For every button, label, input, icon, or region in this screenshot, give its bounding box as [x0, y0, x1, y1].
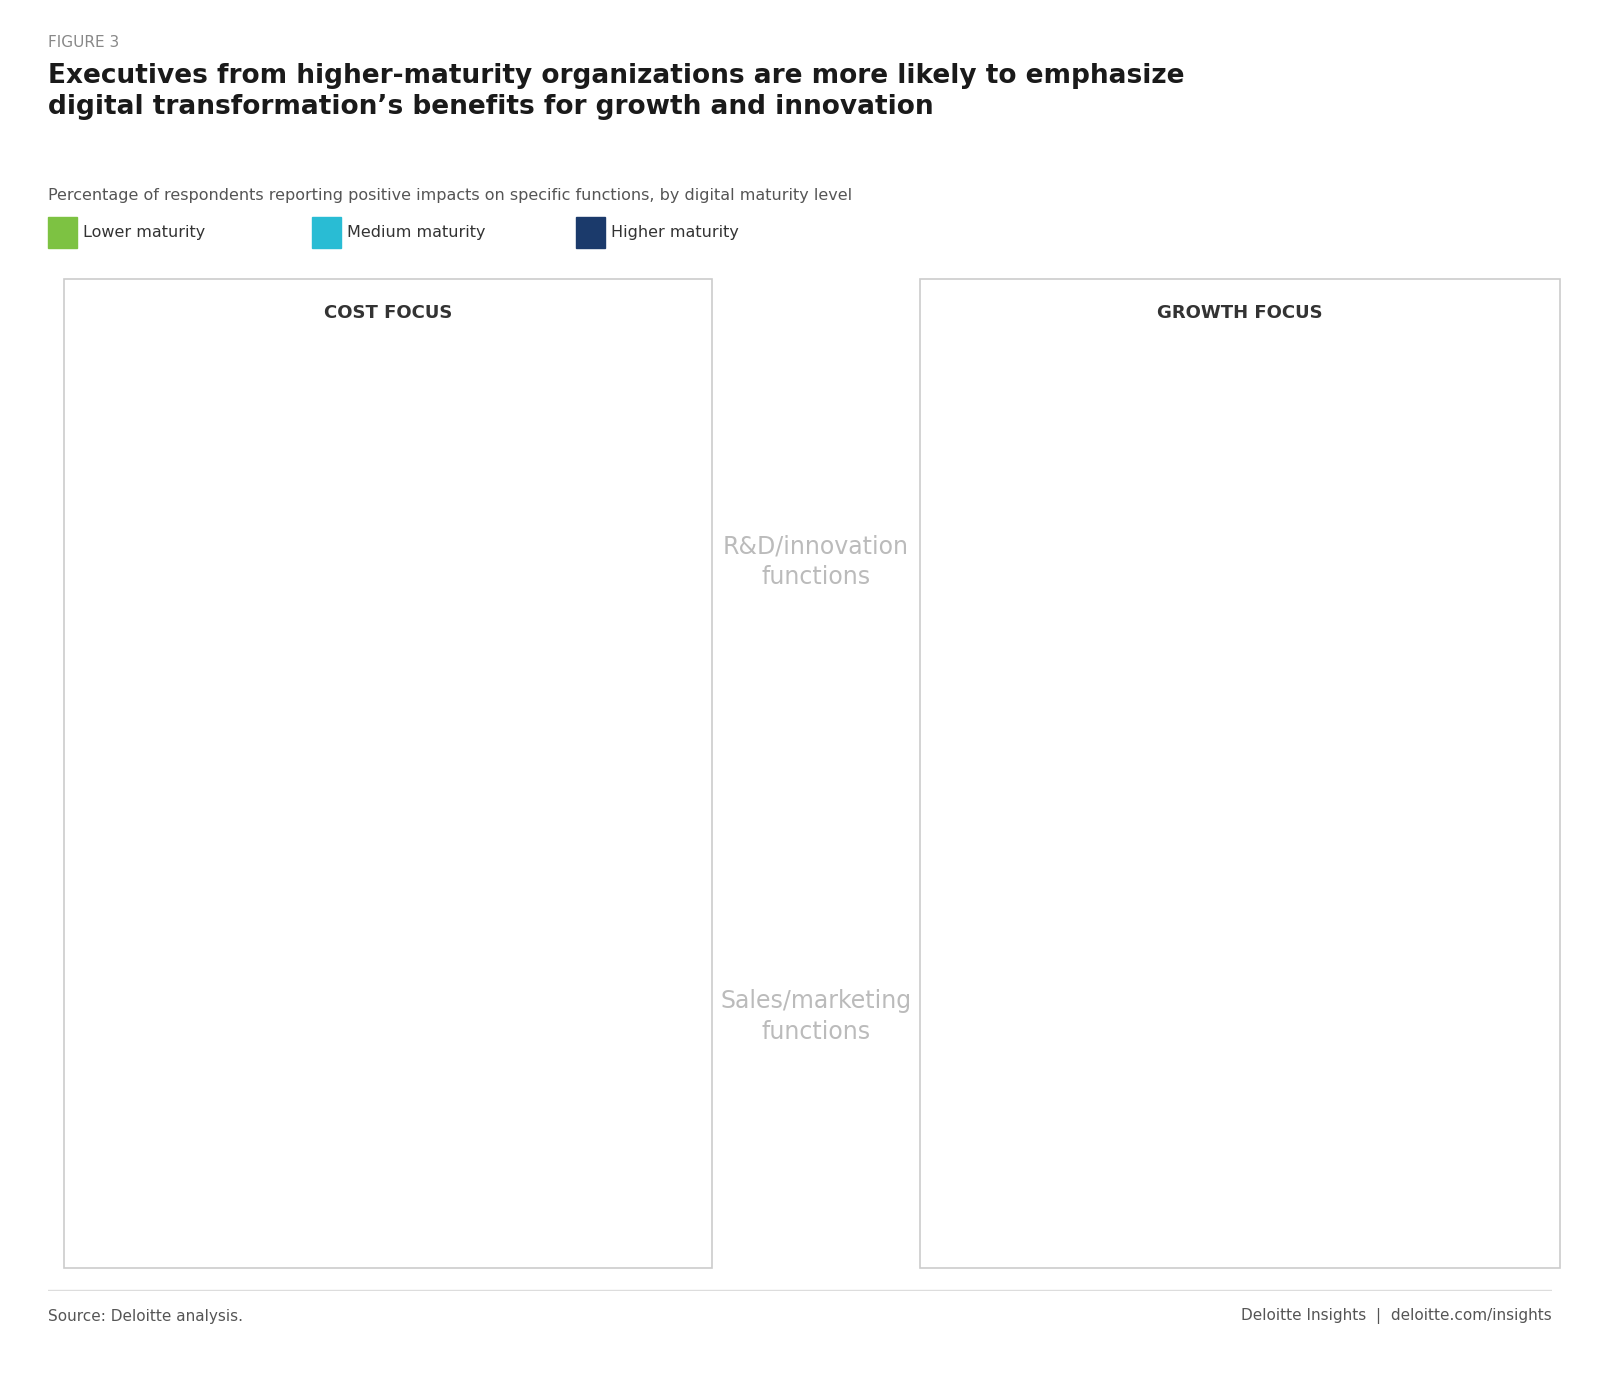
Bar — [389, 1100, 488, 1155]
Text: FIGURE 3: FIGURE 3 — [48, 35, 120, 50]
Bar — [278, 603, 378, 701]
Text: 30%: 30% — [202, 500, 232, 514]
Text: Source: Deloitte analysis.: Source: Deloitte analysis. — [48, 1309, 243, 1323]
Bar — [1240, 905, 1338, 1155]
Text: Deloitte Insights  |  deloitte.com/insights: Deloitte Insights | deloitte.com/insight… — [1242, 1308, 1552, 1325]
Bar — [1131, 542, 1229, 701]
Text: 9%: 9% — [427, 1082, 450, 1096]
Text: 25%: 25% — [1165, 985, 1195, 999]
Text: 41%: 41% — [1274, 887, 1304, 901]
Bar — [1240, 524, 1338, 701]
Text: Percentage of respondents reporting positive impacts on specific functions, by d: Percentage of respondents reporting posi… — [48, 188, 853, 203]
Text: 29%: 29% — [1274, 506, 1304, 520]
Text: 23%: 23% — [1056, 997, 1086, 1011]
Bar — [389, 621, 488, 701]
Bar — [168, 518, 267, 701]
Text: Executives from higher-maturity organizations are more likely to emphasize
digit: Executives from higher-maturity organiza… — [48, 63, 1184, 120]
Text: Medium maturity: Medium maturity — [347, 226, 486, 240]
Text: Lower costs to launch
new products/services: Lower costs to launch new products/servi… — [235, 716, 421, 751]
Text: 26%: 26% — [1165, 524, 1195, 538]
Bar — [1131, 1003, 1229, 1155]
Bar — [1022, 1015, 1120, 1155]
Text: Reducing customer
acquisition costs: Reducing customer acquisition costs — [248, 1170, 408, 1205]
Bar — [168, 1028, 267, 1155]
Text: 13%: 13% — [1056, 603, 1086, 617]
Text: 21%: 21% — [202, 1010, 234, 1024]
Text: 16%: 16% — [312, 585, 344, 599]
Text: Lower maturity: Lower maturity — [83, 226, 205, 240]
Text: COST FOCUS: COST FOCUS — [323, 305, 453, 322]
Text: Sales/marketing
functions: Sales/marketing functions — [720, 989, 912, 1043]
Bar — [278, 1021, 378, 1155]
Text: R&D/innovation
functions: R&D/innovation functions — [723, 534, 909, 589]
Text: Increasing customer
lifetime value: Increasing customer lifetime value — [1096, 1170, 1266, 1205]
Text: 22%: 22% — [312, 1003, 342, 1017]
Bar — [1022, 621, 1120, 701]
Text: GROWTH FOCUS: GROWTH FOCUS — [1157, 305, 1323, 322]
Text: Higher maturity: Higher maturity — [611, 226, 739, 240]
Text: 13%: 13% — [422, 603, 454, 617]
Text: Increased sales from
new products/services: Increased sales from new products/servic… — [1088, 716, 1274, 751]
